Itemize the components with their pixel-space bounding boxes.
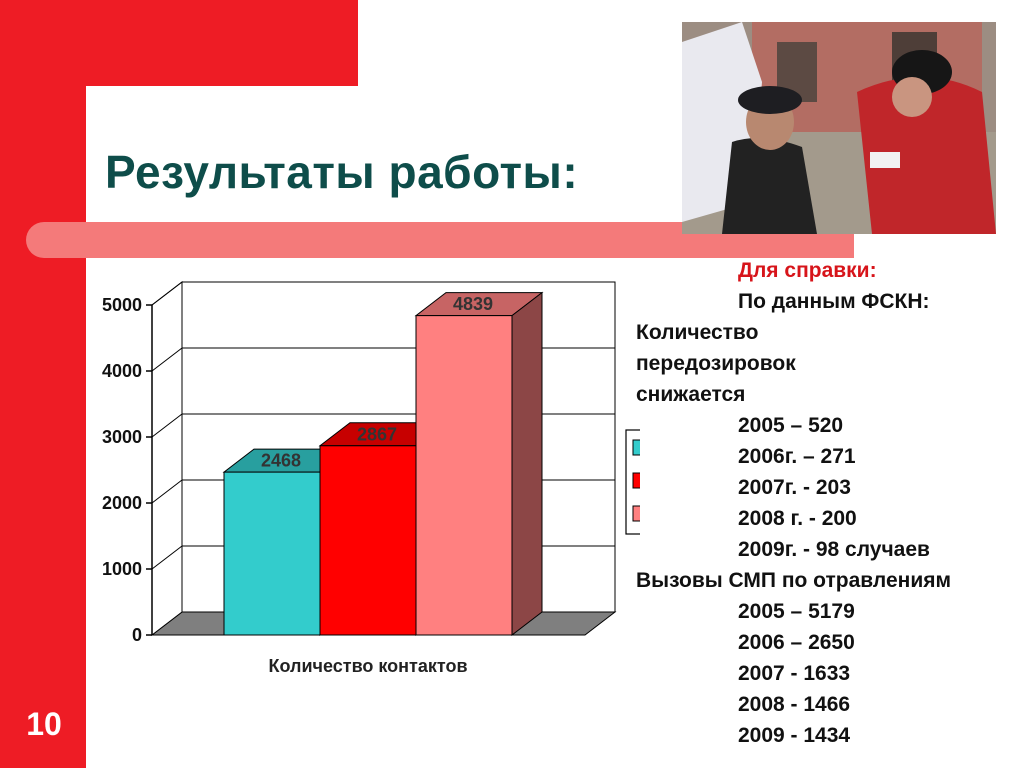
- chart-legend: 200720082009: [625, 429, 640, 535]
- overdose-stat: 2009г. - 98 случаев: [738, 538, 930, 561]
- bar-2007: [223, 471, 321, 636]
- reference-panel: Для справки: По данным ФСКН: Количество …: [636, 255, 1024, 751]
- top-red-band: [0, 0, 358, 86]
- data-label-2007: 2468: [261, 451, 301, 471]
- y-tick-label: 3000: [102, 427, 142, 447]
- bar-side-2009: [511, 291, 543, 637]
- bar-chart: 0 1000 2000 3000 4000 5000 2468 2867 4839 Колич…: [102, 280, 640, 676]
- overdose-stat: 2008 г. - 200: [738, 507, 857, 530]
- bar-2008: [319, 445, 417, 636]
- overdose-line: Количество: [636, 321, 759, 344]
- data-label-2009: 4839: [453, 294, 493, 314]
- y-tick-label: 0: [132, 625, 142, 645]
- bar-2009: [415, 315, 513, 636]
- chart-bars: [222, 291, 544, 637]
- legend-swatch-2007: [632, 439, 640, 456]
- ambulance-stat: 2009 - 1434: [738, 724, 851, 747]
- slide-number: 10: [26, 706, 62, 742]
- x-axis-label: Количество контактов: [268, 656, 467, 676]
- y-tick-label: 1000: [102, 559, 142, 579]
- gridline-diagonal: [151, 347, 183, 372]
- legend-swatch-2008: [632, 472, 640, 489]
- chart-gridlines: [151, 281, 615, 570]
- overdose-stat: 2006г. – 271: [738, 445, 856, 468]
- y-tick-label: 2000: [102, 493, 142, 513]
- gridline-diagonal: [151, 413, 183, 438]
- chart-data-labels: 2468 2867 4839: [261, 294, 493, 470]
- ambulance-stat: 2008 - 1466: [738, 693, 851, 716]
- gridline-diagonal: [151, 545, 183, 570]
- street-photo: [682, 22, 996, 234]
- y-tick-label: 4000: [102, 361, 142, 381]
- gridline-diagonal: [151, 281, 183, 306]
- reference-source: По данным ФСКН:: [738, 290, 930, 313]
- overdose-line: передозировок: [636, 352, 796, 375]
- ambulance-stat: 2007 - 1633: [738, 662, 851, 685]
- ambulance-stat: 2006 – 2650: [738, 631, 855, 654]
- y-axis-ticks: 0 1000 2000 3000 4000 5000: [102, 295, 152, 645]
- ambulance-stat: 2005 – 5179: [738, 600, 855, 623]
- legend-swatch-2009: [632, 505, 640, 522]
- chart-side-wall: [151, 280, 183, 637]
- data-label-2008: 2867: [357, 424, 397, 444]
- overdose-stat: 2007г. - 203: [738, 476, 851, 499]
- ambulance-title: Вызовы СМП по отравлениям: [636, 569, 952, 592]
- y-tick-label: 5000: [102, 295, 142, 315]
- overdose-line: снижается: [636, 383, 746, 406]
- overdose-stat: 2005 – 520: [738, 414, 844, 437]
- slide-title: Результаты работы:: [105, 146, 579, 198]
- left-red-band: [0, 0, 86, 768]
- gridline-diagonal: [151, 479, 183, 504]
- reference-heading: Для справки:: [738, 259, 877, 282]
